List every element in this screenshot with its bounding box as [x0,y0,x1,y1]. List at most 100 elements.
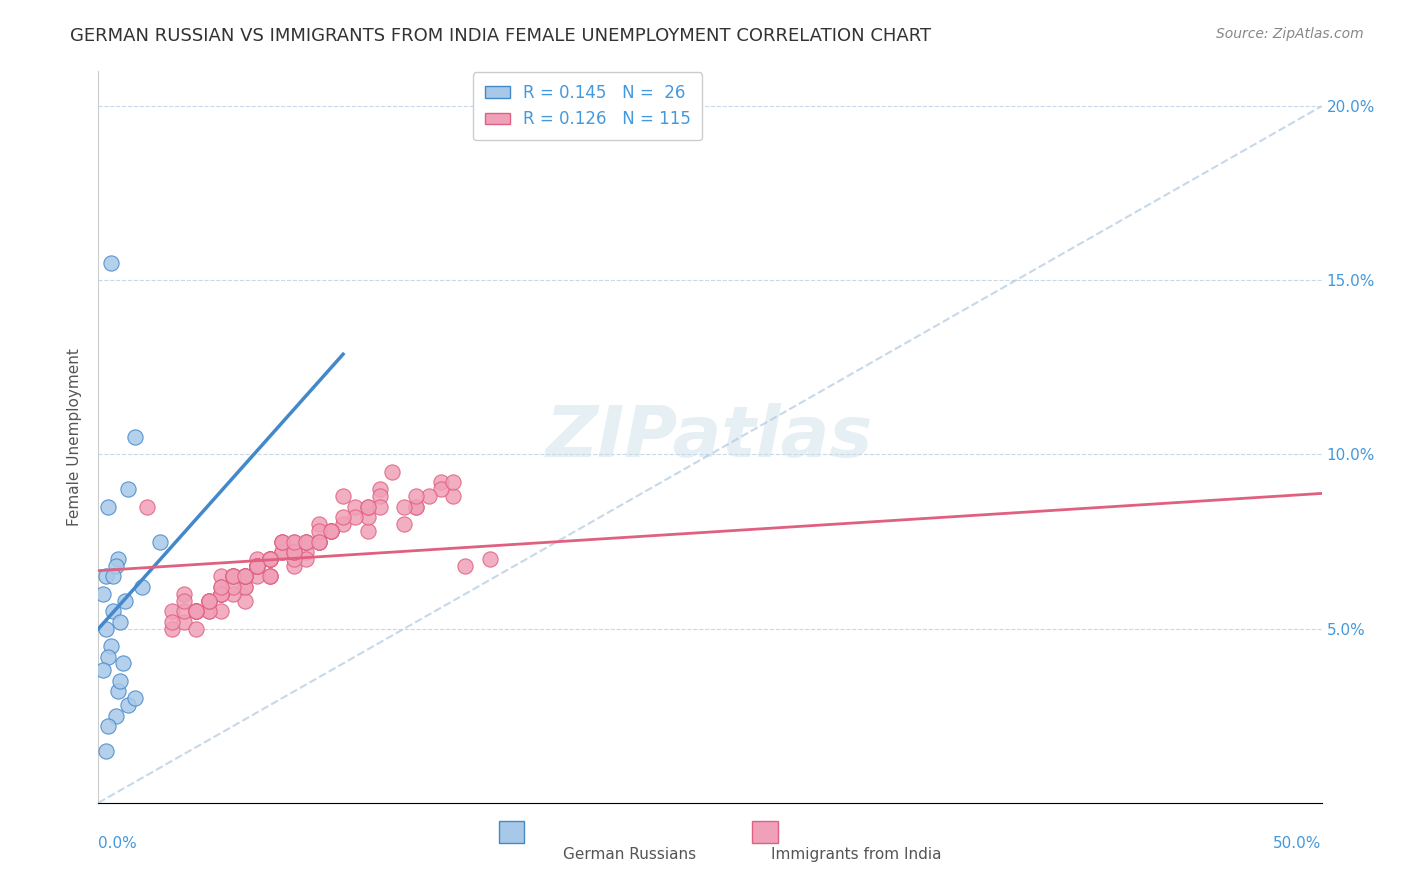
Point [259,552,281,566]
Point [233,594,256,608]
Point [283,552,305,566]
Point [101,569,124,583]
Point [368,500,391,514]
Point [478,552,501,566]
Point [197,604,219,618]
Point [186,604,208,618]
Point [246,569,269,583]
Text: GERMAN RUSSIAN VS IMMIGRANTS FROM INDIA FEMALE UNEMPLOYMENT CORRELATION CHART: GERMAN RUSSIAN VS IMMIGRANTS FROM INDIA … [70,27,931,45]
Point [295,534,318,549]
Point [233,569,256,583]
Point [283,534,305,549]
Point [186,622,208,636]
Point [246,558,269,573]
Point [308,517,330,532]
Point [246,558,269,573]
Point [259,569,281,583]
Point [97,649,120,664]
Point [356,500,378,514]
Text: 0.0%: 0.0% [98,836,138,851]
Point [441,475,464,490]
Point [101,604,124,618]
Point [283,545,305,559]
Point [104,558,127,573]
Point [104,708,127,723]
Point [295,534,318,549]
Point [270,545,294,559]
Point [308,534,330,549]
Point [332,489,354,503]
Point [197,604,219,618]
Point [97,500,120,514]
Point [319,524,342,538]
Point [270,545,294,559]
Point [124,691,146,706]
Point [197,594,219,608]
Point [91,664,114,678]
Point [319,524,342,538]
Point [97,719,120,733]
Point [405,489,427,503]
Point [94,622,117,636]
Point [110,673,132,688]
Point [111,657,134,671]
Point [222,580,245,594]
Point [94,569,117,583]
Point [246,552,269,566]
Point [149,534,172,549]
Text: 50.0%: 50.0% [1274,836,1322,851]
Point [259,552,281,566]
Point [344,500,367,514]
Point [246,558,269,573]
Point [233,580,256,594]
Point [124,430,146,444]
Point [222,569,245,583]
Point [160,615,183,629]
Point [222,587,245,601]
Point [233,580,256,594]
Point [114,594,136,608]
Point [91,587,114,601]
Point [246,558,269,573]
Point [259,552,281,566]
Text: ZIPatlas: ZIPatlas [547,402,873,472]
Point [186,604,208,618]
Point [308,534,330,549]
Point [430,475,453,490]
Point [319,524,342,538]
Point [283,534,305,549]
Point [430,483,453,497]
Point [222,569,245,583]
Point [100,256,122,270]
Point [222,569,245,583]
Point [405,500,427,514]
Point [270,534,294,549]
Point [110,615,132,629]
Point [270,534,294,549]
Point [186,604,208,618]
Y-axis label: Female Unemployment: Female Unemployment [67,348,83,526]
Point [209,587,232,601]
Point [94,743,117,757]
Point [233,569,256,583]
Point [173,587,195,601]
Point [308,534,330,549]
Point [233,569,256,583]
Text: German Russians: German Russians [564,847,696,862]
Point [246,558,269,573]
Point [233,569,256,583]
Point [197,594,219,608]
Point [319,524,342,538]
Point [160,604,183,618]
Text: Source: ZipAtlas.com: Source: ZipAtlas.com [1216,27,1364,41]
Point [173,604,195,618]
Point [418,489,440,503]
Point [356,510,378,524]
Point [246,558,269,573]
Text: Immigrants from India: Immigrants from India [772,847,942,862]
Point [356,524,378,538]
Point [332,510,354,524]
Point [117,483,139,497]
Point [222,569,245,583]
Point [222,569,245,583]
